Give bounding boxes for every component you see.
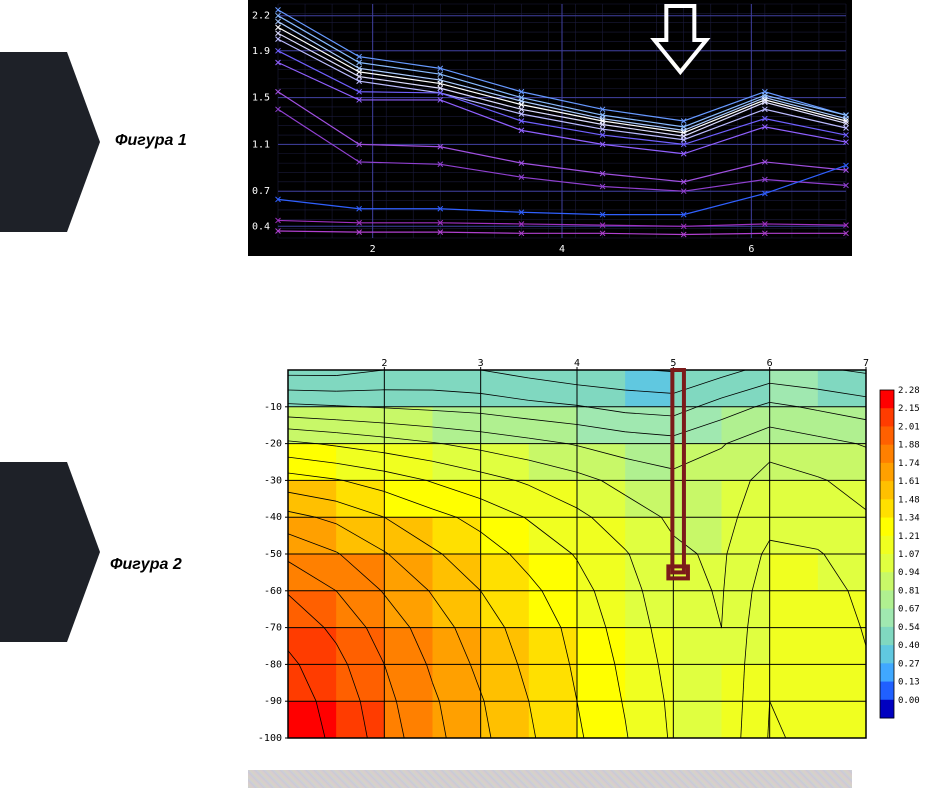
figure2-pentagon: [0, 462, 100, 642]
svg-text:0.67: 0.67: [898, 605, 920, 615]
svg-text:0.40: 0.40: [898, 641, 920, 651]
svg-text:1.74: 1.74: [898, 459, 920, 469]
svg-text:1.1: 1.1: [252, 139, 270, 150]
svg-text:1.07: 1.07: [898, 550, 920, 560]
svg-text:1.21: 1.21: [898, 532, 920, 542]
svg-text:-40: -40: [264, 512, 282, 523]
svg-text:6: 6: [748, 244, 754, 255]
svg-text:-90: -90: [264, 696, 282, 707]
figure1-label: Фигура 1: [115, 132, 187, 150]
svg-text:1.34: 1.34: [898, 514, 920, 524]
svg-text:0.94: 0.94: [898, 568, 920, 578]
svg-text:4: 4: [559, 244, 565, 255]
svg-text:0.54: 0.54: [898, 623, 920, 633]
heatmap-figure2: 234567-10-20-30-40-50-60-70-80-90-1002.2…: [248, 352, 936, 744]
svg-text:2: 2: [370, 244, 376, 255]
svg-text:2.01: 2.01: [898, 422, 920, 432]
svg-text:1.61: 1.61: [898, 477, 920, 487]
figure2-label: Фигура 2: [110, 556, 182, 574]
svg-text:1.88: 1.88: [898, 441, 920, 451]
svg-text:-100: -100: [258, 733, 282, 744]
svg-text:0.13: 0.13: [898, 678, 920, 688]
svg-text:2.2: 2.2: [252, 11, 270, 22]
svg-text:0.4: 0.4: [252, 221, 270, 232]
svg-text:-10: -10: [264, 402, 282, 413]
figure1-pentagon: [0, 52, 100, 232]
svg-text:1.5: 1.5: [252, 93, 270, 104]
svg-text:0.27: 0.27: [898, 659, 920, 669]
svg-text:-60: -60: [264, 586, 282, 597]
svg-text:0.81: 0.81: [898, 586, 920, 596]
noise-bar: [248, 770, 852, 788]
svg-text:-80: -80: [264, 659, 282, 670]
svg-text:-20: -20: [264, 439, 282, 450]
svg-text:-70: -70: [264, 623, 282, 634]
svg-text:0.7: 0.7: [252, 186, 270, 197]
svg-text:1.48: 1.48: [898, 495, 920, 505]
svg-text:-50: -50: [264, 549, 282, 560]
svg-text:1.9: 1.9: [252, 46, 270, 57]
svg-text:2.15: 2.15: [898, 404, 920, 414]
line-chart-figure1: 2 4 6 0.4 0.7 1.1 1.5 1.9 2.2: [248, 0, 852, 256]
svg-text:-30: -30: [264, 475, 282, 486]
svg-text:0.00: 0.00: [898, 696, 920, 706]
svg-text:2.28: 2.28: [898, 386, 920, 396]
